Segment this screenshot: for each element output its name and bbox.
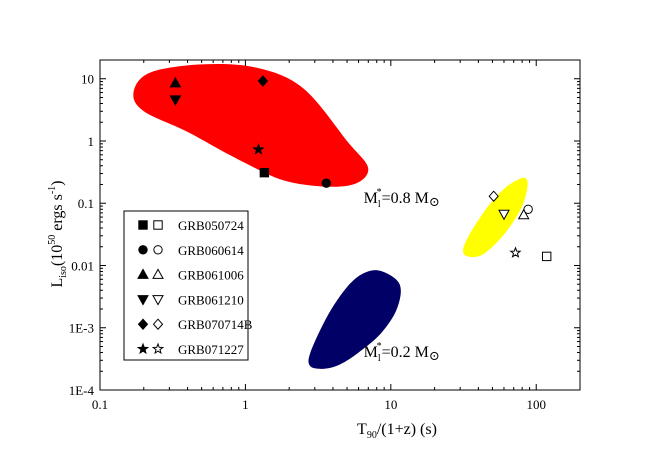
legend-marker-open (152, 268, 164, 279)
legend-marker-filled (136, 342, 150, 355)
tick-labels: 0.1 1 10 100 1E-4 1E-3 0.01 0.1 1 10 (69, 72, 546, 412)
point-GRB061006-open (517, 208, 530, 220)
shaded-regions (133, 64, 528, 369)
mass-annotation-0-8: Ml*=0.8 M⊙ (364, 187, 440, 210)
legend-marker-filled (138, 220, 148, 230)
legend-label: GRB061210 (178, 292, 244, 307)
point-GRB070714B-filled (257, 75, 269, 87)
legend-marker-open (153, 245, 163, 255)
legend-label: GRB070714B (178, 317, 253, 332)
legend-marker-filled (137, 268, 149, 279)
x-tick-label: 10 (384, 397, 397, 412)
y-tick-label: 1 (88, 134, 95, 149)
y-tick-label: 0.01 (71, 258, 94, 273)
y-tick-label: 1E-4 (69, 383, 95, 398)
legend-marker-filled (137, 295, 149, 306)
point-GRB061006-filled (169, 76, 182, 88)
y-tick-label: 10 (81, 72, 94, 87)
plot-frame (99, 59, 581, 391)
y-axis-label: Liso(1050 ergs s-1) (47, 180, 69, 287)
yellow-region (463, 177, 528, 258)
point-GRB071227-open (509, 246, 522, 258)
point-GRB050724-filled (259, 167, 270, 178)
point-GRB061210-open (498, 209, 510, 221)
y-tick-label: 0.1 (78, 196, 94, 211)
annotations: Ml*=0.8 M⊙ Ml*=0.2 M⊙ (364, 187, 440, 364)
point-GRB070714B-open (488, 190, 499, 202)
mass-annotation-0-2: Ml*=0.2 M⊙ (364, 341, 440, 364)
legend-marker-open (151, 342, 165, 355)
legend-marker-filled (138, 245, 148, 255)
legend-label: GRB071227 (178, 342, 244, 357)
legend-marker-open (152, 295, 164, 306)
x-tick-label: 0.1 (92, 397, 108, 412)
legend-label: GRB060614 (178, 243, 244, 258)
x-tick-label: 100 (526, 397, 546, 412)
legend-marker-open (152, 318, 164, 330)
axis-ticks (99, 59, 581, 391)
point-GRB060614-filled (321, 178, 332, 188)
point-GRB050724-open (541, 251, 552, 262)
legend: GRB050724 GRB060614 GRB061006 GRB061210 GRB0… (123, 210, 253, 361)
legend-marker-filled (137, 318, 149, 330)
data-points (169, 75, 552, 262)
legend-marker-open (153, 220, 163, 230)
x-tick-label: 1 (242, 397, 249, 412)
x-axis-label: T90/(1+z) (s) (357, 421, 437, 441)
point-GRB061210-filled (169, 95, 182, 106)
navy-region (308, 270, 401, 369)
legend-label: GRB050724 (178, 218, 244, 233)
legend-box (123, 210, 249, 361)
legend-label: GRB061006 (178, 268, 244, 283)
y-tick-label: 1E-3 (69, 321, 94, 336)
point-GRB071227-filled (252, 143, 265, 155)
red-region (133, 64, 369, 187)
